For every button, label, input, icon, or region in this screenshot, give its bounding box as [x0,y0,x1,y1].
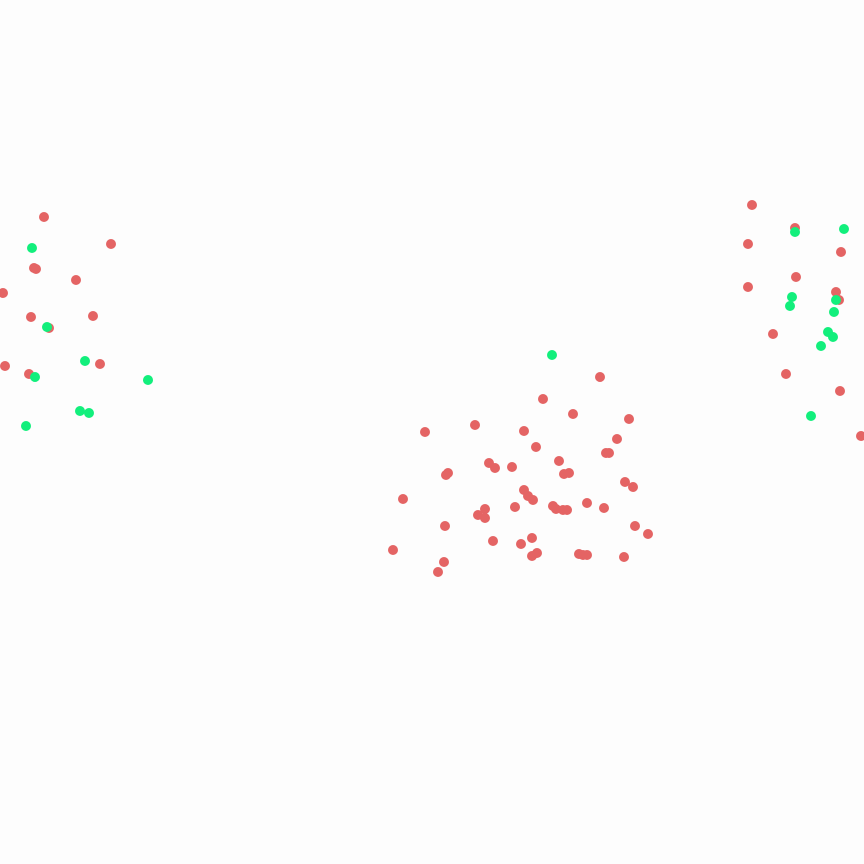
data-point [21,421,31,431]
data-point [143,375,153,385]
data-point [440,521,450,531]
data-point [787,292,797,302]
data-point [595,372,605,382]
data-point [743,239,753,249]
data-point [781,369,791,379]
data-point [480,513,490,523]
data-point [806,411,816,421]
data-point [620,477,630,487]
data-point [39,212,49,222]
data-point [31,264,41,274]
data-point [527,551,537,561]
data-point [835,386,845,396]
data-point [828,332,838,342]
data-point [516,539,526,549]
data-point [554,456,564,466]
data-point [599,503,609,513]
data-point [831,287,841,297]
data-point [71,275,81,285]
data-point [519,426,529,436]
data-point [420,427,430,437]
data-point [488,536,498,546]
data-point [630,521,640,531]
data-point [604,448,614,458]
data-point [30,372,40,382]
data-point [790,227,800,237]
data-point [547,350,557,360]
data-point [106,239,116,249]
data-point [26,312,36,322]
data-point [528,495,538,505]
data-point [628,482,638,492]
data-point [42,322,52,332]
data-point [747,200,757,210]
data-point [0,361,10,371]
data-point [743,282,753,292]
data-point [441,470,451,480]
data-point [582,550,592,560]
data-point [80,356,90,366]
data-point [856,431,864,441]
data-point [433,567,443,577]
data-point [612,434,622,444]
data-point [624,414,634,424]
data-point [839,224,849,234]
data-point [785,301,795,311]
data-point [388,545,398,555]
data-point [582,498,592,508]
data-point [0,288,8,298]
data-point [768,329,778,339]
data-point [568,409,578,419]
data-point [470,420,480,430]
data-point [836,247,846,257]
data-point [510,502,520,512]
data-point [791,272,801,282]
data-point [88,311,98,321]
data-point [559,469,569,479]
data-point [507,462,517,472]
data-point [398,494,408,504]
data-point [831,295,841,305]
data-point [527,533,537,543]
data-point [95,359,105,369]
data-point [480,504,490,514]
data-point [27,243,37,253]
data-point [84,408,94,418]
data-point [816,341,826,351]
data-point [829,307,839,317]
data-point [531,442,541,452]
points-layer [0,200,864,577]
data-point [562,505,572,515]
data-point [538,394,548,404]
data-point [619,552,629,562]
data-point [643,529,653,539]
data-point [490,463,500,473]
data-point [439,557,449,567]
data-point [75,406,85,416]
